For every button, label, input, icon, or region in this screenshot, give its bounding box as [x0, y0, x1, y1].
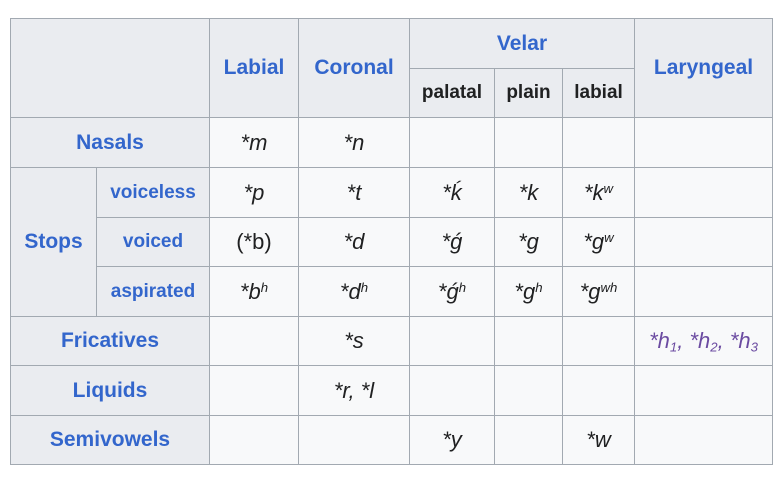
col-header-coronal[interactable]: Coronal	[298, 18, 410, 118]
row-subheader-aspirated[interactable]: aspirated	[96, 266, 210, 317]
aspirated-labialvelar-base: *g	[579, 278, 601, 304]
cell-liquid-palatal	[409, 365, 495, 416]
cell-fricative-labialvelar	[561, 316, 636, 366]
aspirated-labialvelar-sup: wh	[600, 279, 618, 295]
cell-fricative-palatal	[409, 316, 495, 366]
laryngeal-h3-sub: 3	[750, 339, 758, 355]
aspirated-coronal-sup: h	[360, 279, 369, 295]
cell-liquid-laryngeal	[634, 365, 774, 416]
col-subheader-labial: labial	[561, 68, 636, 118]
cell-voiced-plain: *g	[494, 217, 563, 267]
cell-nasal-palatal	[409, 117, 495, 168]
row-semivowels: Semivowels *y *w	[10, 415, 774, 465]
row-header-nasals[interactable]: Nasals	[10, 117, 210, 168]
cell-aspirated-coronal: *dh	[298, 266, 410, 317]
laryngeal-sep1: ,	[677, 327, 690, 353]
laryngeal-sep2: ,	[717, 327, 730, 353]
row-liquids: Liquids *r, *l	[10, 365, 774, 416]
cell-voiceless-laryngeal	[634, 167, 774, 218]
row-header-stops[interactable]: Stops	[10, 167, 97, 317]
corner-cell	[10, 18, 210, 118]
laryngeal-h2-sub: 2	[710, 339, 718, 355]
col-header-laryngeal[interactable]: Laryngeal	[634, 18, 774, 118]
cell-voiced-palatal: *ǵ	[409, 217, 495, 267]
laryngeal-h1-sub: 1	[669, 339, 678, 355]
cell-nasal-plain	[494, 117, 563, 168]
row-header-semivowels[interactable]: Semivowels	[10, 415, 210, 465]
cell-liquid-plain	[494, 365, 563, 416]
cell-semivowel-palatal: *y	[409, 415, 495, 465]
col-header-velar[interactable]: Velar	[408, 18, 636, 69]
cell-semivowel-laryngeal	[634, 415, 774, 465]
row-subheader-voiceless[interactable]: voiceless	[96, 167, 210, 218]
voiced-labialvelar-sup: w	[604, 229, 614, 245]
row-stops-aspirated: aspirated *bh *dh *ǵh *gh *gwh	[11, 266, 774, 317]
aspirated-labial-base: *b	[239, 278, 261, 304]
cell-liquid-coronal: *r, *l	[298, 365, 410, 416]
cell-voiceless-plain: *k	[494, 167, 563, 218]
cell-fricative-coronal: *s	[298, 316, 410, 366]
cell-voiceless-palatal: *ḱ	[409, 167, 495, 218]
cell-semivowel-plain	[494, 415, 563, 465]
cell-nasal-coronal: *n	[298, 117, 410, 168]
voiceless-labialvelar-base: *k	[583, 179, 604, 205]
cell-aspirated-palatal: *ǵh	[409, 266, 495, 317]
cell-aspirated-plain: *gh	[494, 266, 563, 317]
aspirated-coronal-base: *d	[339, 278, 361, 304]
row-header-liquids[interactable]: Liquids	[10, 365, 210, 416]
laryngeal-h3: *h	[729, 327, 751, 353]
cell-voiceless-labial: *p	[209, 167, 299, 218]
voiceless-labialvelar-sup: w	[603, 180, 614, 196]
aspirated-palatal-sup: h	[458, 279, 467, 295]
cell-liquid-labial	[209, 365, 299, 416]
row-fricatives: Fricatives *s *h1, *h2, *h3	[10, 316, 774, 366]
aspirated-labial-sup: h	[260, 279, 269, 295]
row-nasals: Nasals *m *n	[10, 117, 774, 168]
cell-semivowel-labialvelar: *w	[561, 415, 636, 465]
aspirated-plain-sup: h	[535, 279, 543, 295]
cell-aspirated-laryngeal	[634, 266, 774, 317]
voiced-labialvelar-base: *g	[583, 229, 605, 254]
cell-voiced-labialvelar: *gw	[561, 217, 636, 267]
cell-nasal-labial: *m	[209, 117, 299, 168]
cell-fricative-plain	[494, 316, 563, 366]
row-subheader-voiced[interactable]: voiced	[96, 217, 210, 267]
cell-aspirated-labial: *bh	[209, 266, 299, 317]
laryngeal-h2: *h	[689, 327, 711, 353]
aspirated-palatal-base: *ǵ	[437, 278, 459, 304]
phoneme-table: Labial Coronal Velar Laryngeal palatal p…	[10, 18, 774, 465]
cell-semivowel-coronal	[298, 415, 410, 465]
cell-voiced-laryngeal	[634, 217, 774, 267]
cell-fricative-laryngeal[interactable]: *h1, *h2, *h3	[634, 316, 774, 366]
cell-semivowel-labial	[209, 415, 299, 465]
col-subheader-palatal: palatal	[409, 68, 495, 118]
aspirated-plain-base: *g	[514, 278, 536, 304]
cell-voiced-labial: (*b)	[209, 217, 299, 267]
cell-voiced-coronal: *d	[298, 217, 410, 267]
cell-fricative-labial	[209, 316, 299, 366]
row-stops-voiced: voiced (*b) *d *ǵ *g *gw	[11, 217, 774, 267]
cell-voiceless-labialvelar: *kw	[561, 167, 636, 218]
cell-aspirated-labialvelar: *gwh	[561, 266, 636, 317]
cell-voiceless-coronal: *t	[298, 167, 410, 218]
cell-nasal-labialvelar	[561, 117, 636, 168]
laryngeal-h1: *h	[649, 327, 670, 353]
col-subheader-plain: plain	[494, 68, 563, 118]
cell-liquid-labialvelar	[561, 365, 636, 416]
row-header-fricatives[interactable]: Fricatives	[10, 316, 210, 366]
col-header-labial[interactable]: Labial	[209, 18, 299, 118]
row-stops-voiceless: Stops voiceless *p *t *ḱ *k *kw	[10, 167, 774, 317]
cell-nasal-laryngeal	[634, 117, 774, 168]
